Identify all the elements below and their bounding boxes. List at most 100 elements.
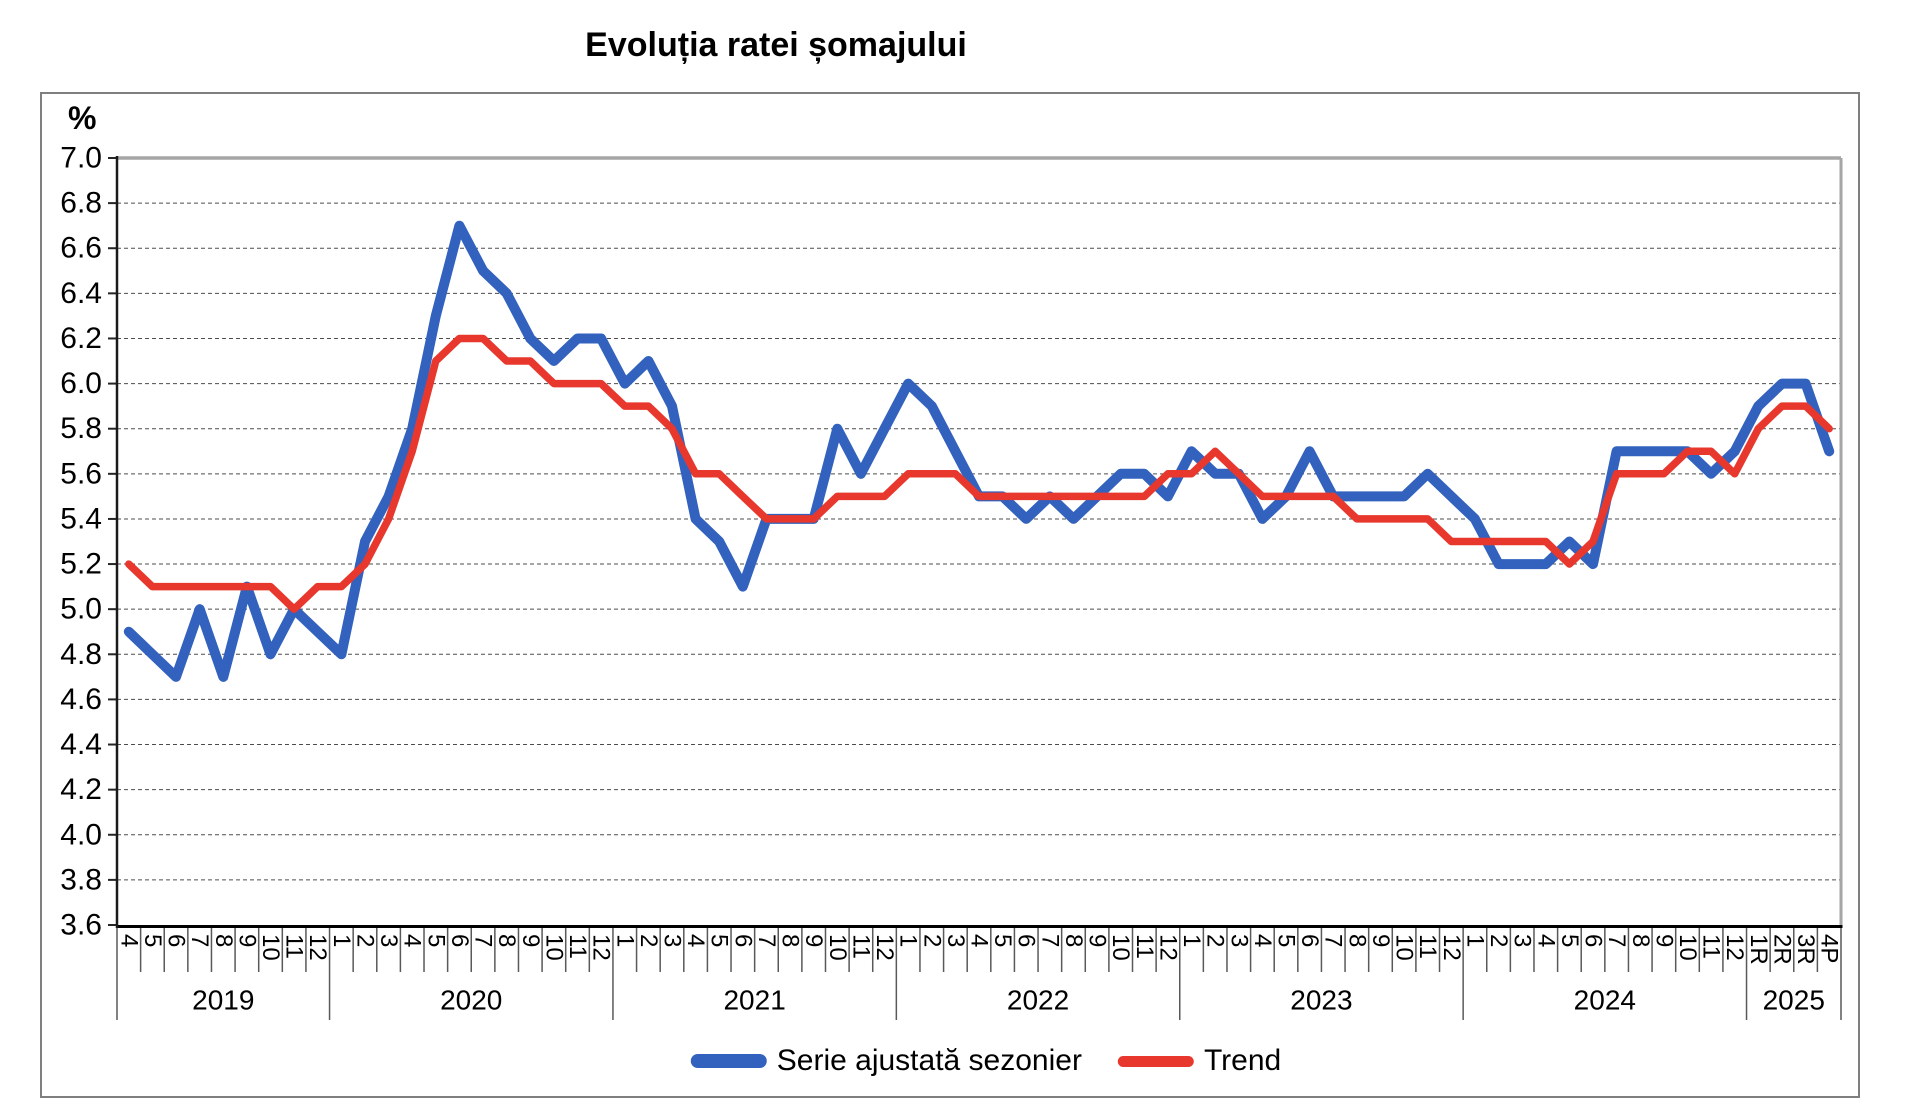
x-tick-label: 4 — [966, 934, 993, 947]
x-tick-label: 11 — [281, 934, 308, 959]
x-tick-label: 3R — [1792, 934, 1819, 965]
x-tick-label: 8 — [1627, 934, 1654, 947]
x-tick-label: 1 — [328, 934, 355, 947]
x-tick-label: 5 — [706, 934, 733, 947]
y-tick-label: 5.6 — [60, 457, 102, 490]
x-tick-label: 1 — [611, 934, 638, 947]
y-tick-label: 6.4 — [60, 277, 102, 310]
x-tick-label: 1 — [895, 934, 922, 947]
x-tick-label: 8 — [1060, 934, 1087, 947]
x-tick-label: 9 — [517, 934, 544, 947]
y-tick-label: 3.8 — [60, 863, 102, 896]
year-label: 2020 — [440, 985, 502, 1016]
x-tick-label: 9 — [1367, 934, 1394, 947]
x-tick-label: 4P — [1816, 934, 1843, 963]
year-label: 2023 — [1290, 985, 1352, 1016]
x-tick-label: 11 — [847, 934, 874, 959]
x-tick-label: 11 — [1131, 934, 1158, 959]
y-tick-label: 3.6 — [60, 909, 102, 942]
x-tick-label: 9 — [1650, 934, 1677, 947]
y-tick-label: 7.0 — [60, 142, 102, 175]
y-tick-label: 5.8 — [60, 412, 102, 445]
x-tick-label: 9 — [1084, 934, 1111, 947]
y-tick-label: 6.8 — [60, 187, 102, 220]
y-tick-label: 4.2 — [60, 773, 102, 806]
x-tick-label: 3 — [942, 934, 969, 947]
x-tick-label: 6 — [1013, 934, 1040, 947]
legend-swatch-trend — [1117, 1055, 1194, 1067]
x-tick-label: 7 — [1036, 934, 1063, 947]
legend-swatch-seasonally-adjusted — [690, 1054, 767, 1068]
x-tick-label: 12 — [871, 934, 898, 961]
x-tick-label: 8 — [210, 934, 237, 947]
year-label: 2022 — [1007, 985, 1069, 1016]
chart-title: Evoluția ratei șomajului — [585, 26, 967, 64]
x-tick-label: 7 — [753, 934, 780, 947]
y-tick-label: 6.2 — [60, 322, 102, 355]
x-tick-label: 3 — [375, 934, 402, 947]
x-tick-label: 10 — [1674, 934, 1701, 961]
x-tick-label: 2 — [918, 934, 945, 947]
x-tick-label: 2 — [351, 934, 378, 947]
y-tick-label: 4.6 — [60, 683, 102, 716]
y-tick-label: 4.0 — [60, 818, 102, 851]
x-tick-label: 2 — [1202, 934, 1229, 947]
x-tick-label: 12 — [1721, 934, 1748, 961]
x-tick-label: 6 — [163, 934, 190, 947]
x-tick-label: 7 — [1320, 934, 1347, 947]
legend-item: Serie ajustată sezonier — [690, 1044, 1082, 1078]
x-tick-label: 10 — [1107, 934, 1134, 961]
series-line-trend — [125, 334, 1833, 613]
x-tick-label: 1 — [1178, 934, 1205, 947]
x-tick-label: 9 — [800, 934, 827, 947]
y-tick-label: 4.4 — [60, 728, 102, 761]
x-tick-label: 7 — [1603, 934, 1630, 947]
y-tick-label: 5.2 — [60, 548, 102, 581]
x-tick-label: 10 — [257, 934, 284, 961]
x-tick-label: 12 — [588, 934, 615, 961]
x-tick-label: 4 — [115, 934, 142, 947]
y-tick-label: 5.0 — [60, 593, 102, 626]
x-tick-label: 11 — [564, 934, 591, 959]
x-tick-label: 3 — [1225, 934, 1252, 947]
x-tick-label: 5 — [989, 934, 1016, 947]
x-tick-label: 4 — [1532, 934, 1559, 947]
chart-frame — [40, 92, 1860, 1098]
y-tick-label: 5.4 — [60, 502, 102, 535]
x-tick-label: 10 — [1391, 934, 1418, 961]
legend-label: Trend — [1203, 1044, 1282, 1077]
x-tick-label: 7 — [470, 934, 497, 947]
x-tick-label: 6 — [729, 934, 756, 947]
year-label: 2021 — [723, 985, 785, 1016]
x-tick-label: 9 — [233, 934, 260, 947]
x-tick-label: 4 — [399, 934, 426, 947]
x-tick-label: 5 — [1273, 934, 1300, 947]
x-tick-label: 2 — [635, 934, 662, 947]
y-tick-label: 6.0 — [60, 367, 102, 400]
x-tick-label: 2R — [1768, 934, 1795, 965]
x-tick-label: 12 — [304, 934, 331, 961]
x-tick-label: 1R — [1745, 934, 1772, 965]
x-tick-label: 3 — [658, 934, 685, 947]
x-tick-label: 12 — [1438, 934, 1465, 961]
x-tick-label: 10 — [824, 934, 851, 961]
x-tick-label: 11 — [1698, 934, 1725, 959]
x-tick-label: 10 — [540, 934, 567, 961]
legend: Serie ajustată sezonier Trend — [690, 1044, 1282, 1078]
y-tick-label: 6.6 — [60, 232, 102, 265]
x-tick-label: 12 — [1154, 934, 1181, 961]
year-label: 2019 — [192, 985, 254, 1016]
x-tick-label: 8 — [777, 934, 804, 947]
x-tick-label: 1 — [1461, 934, 1488, 947]
x-tick-label: 7 — [186, 934, 213, 947]
y-axis-unit-label: % — [68, 100, 97, 136]
year-label: 2025 — [1763, 985, 1825, 1016]
x-tick-label: 3 — [1509, 934, 1536, 947]
x-tick-label: 5 — [1556, 934, 1583, 947]
x-tick-label: 6 — [446, 934, 473, 947]
x-tick-label: 8 — [1343, 934, 1370, 947]
legend-item: Trend — [1117, 1044, 1282, 1078]
x-tick-label: 6 — [1580, 934, 1607, 947]
